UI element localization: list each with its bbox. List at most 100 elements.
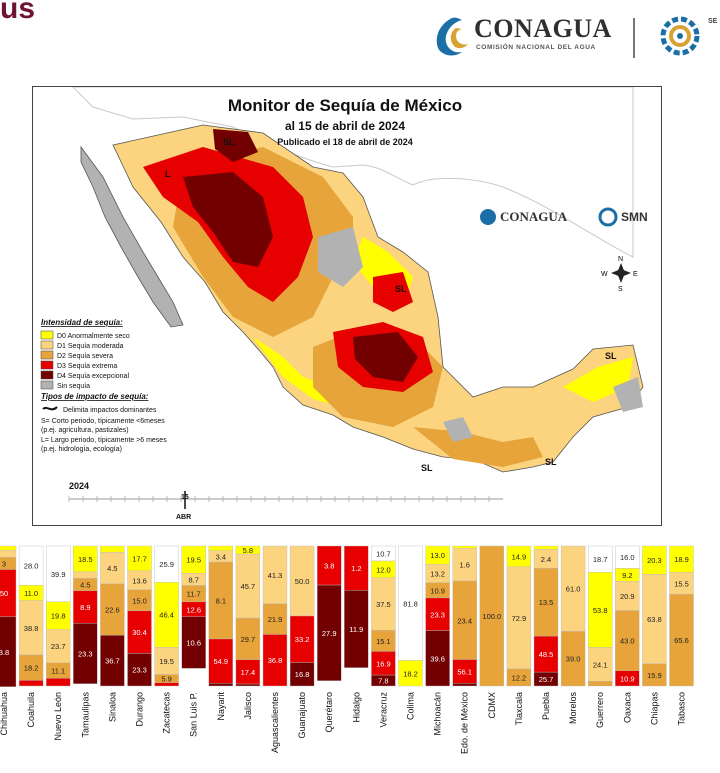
bar-segment [127, 545, 152, 571]
bar-data-label: 23.7 [51, 642, 66, 651]
bar-data-label: 15.1 [376, 637, 391, 646]
timeline-year: 2024 [69, 481, 89, 491]
bar-data-label: 18.2 [403, 669, 418, 678]
bar-segment [100, 635, 125, 687]
bar-category-label: CDMX [487, 692, 497, 719]
conagua-logo-subtitle: COMISIÓN NACIONAL DEL AGUA [476, 44, 596, 51]
bar-data-label: 18.2 [24, 664, 39, 673]
bar-category-label: Chihuahua [0, 692, 9, 736]
bar-segment [642, 663, 667, 687]
bar-segment [154, 647, 179, 675]
bar-data-label: 22.6 [105, 606, 120, 615]
bar-data-label: 65.6 [674, 636, 689, 645]
bar-data-label: 23.3 [132, 666, 147, 675]
bar-segment [235, 553, 261, 619]
inset-smn-icon [598, 207, 618, 227]
bar-category-label: Edo. de México [460, 692, 470, 754]
bar-data-label: 46.4 [159, 611, 174, 620]
bar-segment [181, 545, 206, 574]
bar-data-label: 10.9 [430, 586, 445, 595]
bar-data-label: 5.8 [243, 546, 253, 555]
bar-data-label: 39.9 [51, 570, 66, 579]
bar-segment [154, 545, 179, 583]
svg-text:S: S [618, 286, 623, 293]
bar-data-label: 15.5 [674, 579, 689, 588]
bar-segment [398, 545, 423, 661]
bar-data-label: 1.2 [351, 564, 361, 573]
bar-category-label: Sinaloa [107, 692, 117, 722]
bar-data-label: 63.8 [647, 615, 662, 624]
drought-map-canvas: Monitor de Sequía de México al 15 de abr… [33, 86, 661, 525]
bar-data-label: 19.5 [159, 657, 174, 666]
bar-category-label: Puebla [541, 692, 551, 720]
bar-data-label: 16.0 [620, 553, 635, 562]
bar-segment [100, 583, 125, 636]
bar-data-label: 3.8 [324, 562, 334, 571]
bar-category-label: Nayarit [216, 692, 226, 721]
bar-data-label: 7.8 [378, 677, 388, 686]
legend-swatch [40, 340, 54, 350]
bar-segment [18, 600, 44, 656]
impact-label-sl-north: SL [223, 137, 235, 147]
bar-data-label: 8.1 [216, 597, 226, 606]
header-fragment-text: us [0, 0, 36, 25]
bar-data-label: 38.8 [24, 624, 39, 633]
bar-data-label: 36.7 [105, 657, 120, 666]
bar-segment [18, 545, 44, 586]
bar-segment [317, 584, 342, 681]
bar-segment [560, 545, 586, 632]
bar-segment [533, 545, 559, 550]
bar-data-label: 11.0 [24, 589, 38, 598]
bar-data-label: 17.4 [241, 668, 256, 677]
bar-segment [46, 629, 71, 663]
impact-label-sl-south: SL [421, 463, 433, 473]
bar-segment [371, 674, 396, 687]
bar-data-label: 41.3 [268, 571, 283, 580]
bar-segment [154, 682, 179, 687]
bar-data-label: 19.8 [51, 612, 66, 621]
legend-swatch [40, 350, 54, 360]
bar-category-label: Oaxaca [622, 692, 632, 723]
bar-chart-svg: 3 50 3.8 Chihuahua 28.0 11.0 38.8 18.2 Coahuila 3… [0, 545, 694, 754]
bar-data-label: 50.0 [295, 577, 310, 586]
bar-segment [560, 631, 586, 687]
bar-category-label: Zacatecas [162, 692, 172, 734]
legend-impact-title: Tipos de impacto de sequía: [41, 392, 149, 401]
bar-category-label: Jalisco [243, 692, 253, 720]
bar-segment [262, 634, 288, 687]
bar-segment [506, 566, 532, 670]
bar-segment [154, 582, 179, 648]
bar-segment [262, 603, 288, 635]
bar-category-label: Durango [135, 692, 145, 727]
impact-label-l: L [165, 169, 171, 179]
bar-segment [425, 597, 450, 631]
bar-data-label: 20.3 [647, 556, 662, 565]
bar-segment [73, 623, 98, 684]
legend-intensity-title: Intensidad de sequía: [41, 318, 123, 327]
bar-data-label: 11.7 [187, 590, 201, 599]
bar-segment [371, 577, 396, 631]
bar-category-label: Morelos [568, 692, 578, 725]
bar-data-label: 18.7 [593, 555, 608, 564]
bar-segment [73, 545, 98, 573]
impact-label-sl-chiapas: SL [545, 457, 557, 467]
bar-data-label: 10.7 [376, 549, 391, 558]
bar-data-label: 1.6 [459, 561, 469, 570]
bar-category-label: San Luis P. [189, 692, 199, 737]
bar-data-label: 23.3 [78, 650, 93, 659]
bar-segment [506, 668, 532, 687]
bar-segment [642, 574, 667, 664]
impact-label-sl-east: SL [395, 284, 407, 294]
bar-data-label: 25.9 [159, 560, 174, 569]
bar-data-label: 39.6 [430, 654, 445, 663]
bar-data-label: 54.9 [213, 657, 228, 666]
bar-category-label: Chiapas [649, 692, 659, 726]
legend-swatch [40, 370, 54, 380]
bar-data-label: 4.5 [107, 564, 117, 573]
bar-segment [588, 647, 613, 682]
bar-data-label: 15.9 [647, 671, 662, 680]
bar-data-label: 81.8 [403, 599, 418, 608]
bar-data-label: 23.4 [457, 616, 472, 625]
bar-data-label: 100.0 [482, 612, 501, 621]
bar-data-label: 8.7 [188, 575, 198, 584]
